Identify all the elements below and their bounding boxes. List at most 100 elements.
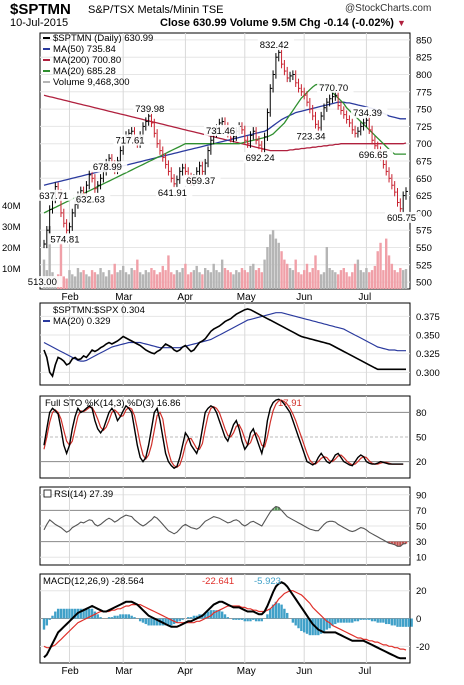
- change-down-arrow-icon: ▼: [397, 18, 406, 28]
- volume-bar-23: [107, 270, 111, 289]
- rsi-legend-label-0: RSI(14) 27.39: [54, 489, 113, 500]
- volume-bar-79: [266, 247, 269, 289]
- sto-d-line: [43, 399, 404, 469]
- volume-bar-124: [393, 270, 396, 289]
- ratio-legend-label-1: MA(20) 0.329: [53, 316, 111, 327]
- macd-hist-bar-13: [79, 608, 82, 619]
- price-annotation-9: 731.46: [206, 126, 235, 137]
- volume-bar-73: [249, 265, 252, 289]
- volume-bar-126: [399, 268, 402, 289]
- volume-bar-54: [195, 265, 198, 289]
- macd-hist-bar-2: [48, 618, 51, 620]
- volume-bar-43: [164, 270, 167, 289]
- price-annotation-13: 723.34: [296, 132, 325, 143]
- price-annotation-11: 832.42: [260, 40, 289, 51]
- price-ytick-label-2: 550: [416, 243, 432, 254]
- macd-ytick-label-1: 0: [416, 614, 421, 625]
- volume-ytick-label-0: 40M: [2, 201, 21, 212]
- price-ytick-label-12: 800: [416, 70, 432, 81]
- ma20-line: [43, 83, 406, 214]
- macd-hist-bar-65: [226, 617, 230, 619]
- macd-hist-bar-38: [150, 618, 153, 626]
- sto-ytick-label-1: 50: [416, 433, 427, 444]
- macd-hist-bar-35: [141, 618, 145, 623]
- volume-bar-87: [288, 268, 292, 289]
- volume-bar-80: [269, 234, 272, 289]
- macd-hist-bar-11: [73, 608, 77, 619]
- macd-hist-bar-58: [206, 611, 210, 619]
- macd-hist-bar-91: [300, 618, 303, 632]
- macd-hist-bar-23: [107, 617, 111, 619]
- volume-bar-64: [223, 268, 227, 289]
- volume-bar-55: [198, 272, 201, 289]
- macd-hist-bar-124: [393, 618, 396, 626]
- macd-month-label-3: May: [237, 666, 256, 677]
- price-ytick-label-9: 725: [416, 122, 432, 133]
- chart-date: 10-Jul-2015: [10, 17, 69, 29]
- price-ytick-label-0: 500: [416, 278, 432, 289]
- volume-bar-65: [226, 270, 230, 289]
- price-ytick-label-10: 750: [416, 105, 432, 116]
- price-legend-label-3: MA(20) 685.28: [53, 66, 116, 77]
- macd-hist-bar-44: [167, 618, 170, 626]
- rsi-ytick-label-2: 50: [416, 522, 427, 533]
- volume-bar-90: [297, 272, 300, 289]
- macd-hist-bar-15: [85, 608, 88, 619]
- macd-hist-bar-67: [232, 618, 235, 620]
- macd-hist-bar-51: [187, 617, 190, 619]
- macd-month-label-4: Jun: [296, 666, 312, 677]
- price-annotation-bg-9: [203, 124, 241, 136]
- volume-bar-99: [322, 272, 326, 289]
- volume-bar-31: [130, 268, 133, 289]
- volume-bar-2: [48, 226, 51, 289]
- volume-bar-118: [376, 251, 379, 289]
- volume-bar-108: [348, 276, 351, 289]
- macd-hist-bar-105: [339, 618, 343, 623]
- price-legend-label-0: $SPTMN (Daily) 630.99: [53, 33, 153, 44]
- volume-bar-41: [158, 272, 162, 289]
- macd-hist-bar-59: [209, 610, 213, 619]
- volume-bar-93: [305, 263, 309, 289]
- macd-hist-bar-7: [62, 608, 65, 619]
- volume-bar-112: [359, 270, 362, 289]
- macd-hist-bar-74: [252, 618, 255, 620]
- macd-hist-bar-106: [342, 618, 345, 623]
- volume-bar-44: [167, 255, 170, 289]
- volume-bar-28: [121, 265, 125, 289]
- volume-bar-83: [277, 242, 280, 289]
- price-annotation-8: 659.37: [186, 176, 215, 187]
- volume-bar-11: [73, 276, 77, 289]
- macd-hist-bar-123: [390, 618, 394, 626]
- price-legend-label-4: Volume 9,468,300: [53, 77, 130, 88]
- macd-hist-bar-68: [235, 618, 238, 620]
- macd-ytick-label-0: -20: [416, 642, 430, 653]
- macd-hist-bar-93: [305, 618, 309, 634]
- price-annotation-bg-10: [243, 152, 280, 164]
- ratio-ytick-label-0: 0.300: [416, 368, 440, 379]
- volume-bar-105: [339, 270, 343, 289]
- ratio-line: [43, 308, 406, 378]
- macd-hist-bar-108: [348, 618, 351, 623]
- macd-hist-bar-52: [189, 617, 193, 619]
- volume-bar-76: [257, 268, 261, 289]
- macd-hist-bar-60: [212, 610, 215, 619]
- macd-hist-bar-88: [291, 618, 295, 623]
- volume-bar-82: [274, 238, 278, 289]
- volume-bar-104: [336, 274, 340, 289]
- ratio-ma20-line: [43, 312, 406, 362]
- volume-bar-19: [96, 274, 99, 289]
- macd-hist-bar-32: [133, 617, 136, 619]
- macd-hist-bar-19: [96, 614, 99, 619]
- close-summary: Close 630.99 Volume 9.5M Chg -0.14 (-0.0…: [160, 17, 406, 29]
- sto-legend-label-0: Full STO %K(14,3) %D(3) 16.86: [45, 398, 181, 409]
- macd-hist-bar-112: [359, 618, 362, 620]
- macd-hist-bar-103: [334, 618, 337, 625]
- sto-k-line: [43, 398, 404, 470]
- macd-hist-bar-81: [271, 604, 275, 619]
- volume-bar-110: [353, 263, 357, 289]
- price-annotation-bg-11: [257, 39, 295, 51]
- macd-hist-bar-75: [254, 618, 258, 622]
- macd-hist-bar-45: [170, 618, 173, 626]
- volume-bar-14: [82, 270, 85, 289]
